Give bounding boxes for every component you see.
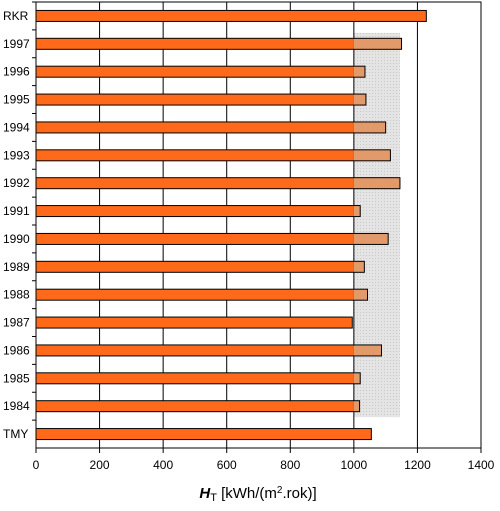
- y-tick-label: 1996: [3, 65, 30, 79]
- x-tick-label: 1400: [468, 458, 495, 472]
- bar-outline: [35, 37, 403, 50]
- y-tick-label: 1990: [3, 232, 30, 246]
- bar: [36, 400, 354, 412]
- bar-outline: [35, 260, 365, 273]
- bar-band-segment: [353, 149, 391, 161]
- bar-outline: [35, 149, 391, 162]
- bar-band-segment: [353, 289, 368, 301]
- bar: [36, 261, 354, 273]
- x-tick-label: 800: [280, 458, 300, 472]
- bar: [36, 149, 354, 161]
- bar-band-segment: [353, 400, 360, 412]
- x-tick-label: 200: [90, 458, 110, 472]
- bar: [35, 316, 353, 329]
- bar: [36, 289, 354, 301]
- bar: [36, 205, 354, 217]
- bar-band-segment: [353, 344, 382, 356]
- bar-band-segment: [353, 177, 400, 189]
- x-tick-label: 400: [153, 458, 173, 472]
- bar-band-segment: [353, 38, 402, 50]
- bar-outline: [35, 205, 361, 218]
- y-tick-label: RKR: [3, 9, 29, 23]
- y-tick-label: 1993: [3, 148, 30, 162]
- reference-band: [353, 32, 400, 418]
- y-tick-label: 1989: [3, 260, 30, 274]
- bar-outline: [35, 121, 387, 134]
- bar: [36, 66, 354, 78]
- bar: [35, 9, 427, 22]
- bar-band-segment: [353, 233, 389, 245]
- bar: [36, 233, 354, 245]
- bar-outline: [35, 232, 389, 245]
- bar-outline: [35, 288, 369, 301]
- y-tick-label: 1997: [3, 37, 30, 51]
- bar-band-segment: [353, 372, 361, 384]
- plot-area: RKR 1997 1996 1995 1994 1993 1992 1991 1990 1989 1…: [3, 1, 495, 472]
- x-tick-label: 600: [217, 458, 237, 472]
- y-tick-label: 1984: [3, 399, 30, 413]
- y-tick-label: 1992: [3, 176, 30, 190]
- y-tick-label: 1994: [3, 120, 30, 134]
- bar: [35, 428, 372, 441]
- x-tick-label: 0: [33, 458, 40, 472]
- bar-outline: [35, 344, 383, 357]
- bar-outline: [35, 93, 367, 106]
- bar-band-segment: [353, 121, 386, 133]
- y-tick-label: 1988: [3, 288, 30, 302]
- y-tick-label: 1987: [3, 316, 30, 330]
- bar-band-segment: [353, 261, 365, 273]
- bar-outline: [35, 177, 401, 190]
- bar-outline: [35, 372, 361, 385]
- bar-band-segment: [353, 94, 366, 106]
- bar: [36, 38, 354, 50]
- bar: [36, 372, 354, 384]
- bar: [36, 344, 354, 356]
- bar-band-segment: [353, 66, 365, 78]
- bar-band-segment: [353, 205, 361, 217]
- y-tick-label: 1985: [3, 371, 30, 385]
- bar: [36, 177, 354, 189]
- x-tick-label: 1200: [404, 458, 431, 472]
- y-tick-label: 1991: [3, 204, 30, 218]
- y-tick-label: TMY: [3, 427, 28, 441]
- y-tick-label: 1995: [3, 93, 30, 107]
- bar: [36, 94, 354, 106]
- x-tick-label: 1000: [341, 458, 368, 472]
- bar-outline: [35, 65, 366, 78]
- bar: [36, 121, 354, 133]
- bar-outline: [35, 400, 361, 413]
- x-axis-title: HT [kWh/(m2.rok)]: [199, 485, 316, 504]
- y-tick-label: 1986: [3, 343, 30, 357]
